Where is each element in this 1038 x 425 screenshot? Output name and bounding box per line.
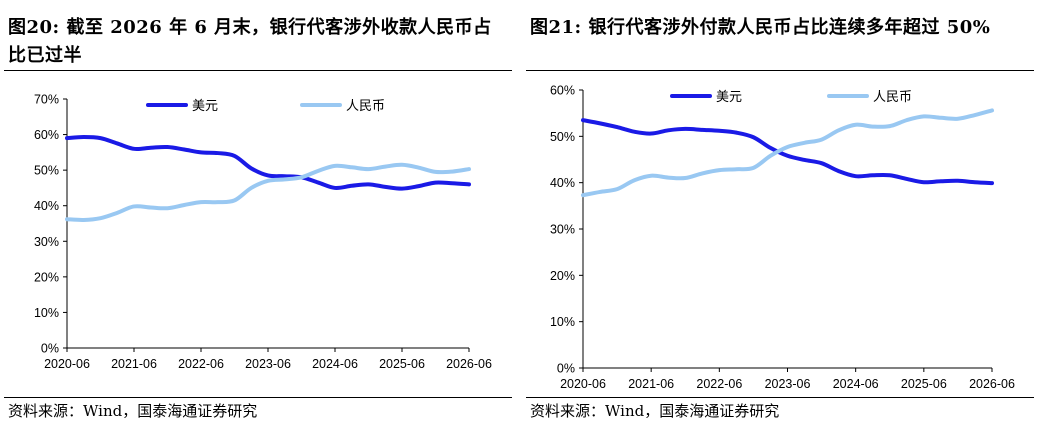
series-line-1 xyxy=(65,162,471,222)
y-tick-label: 0% xyxy=(557,362,575,376)
right-source-rule xyxy=(526,397,1034,398)
y-tick-label: 60% xyxy=(34,128,59,142)
y-tick-label: 20% xyxy=(550,269,575,283)
right-chart-panel: 图21: 银行代客涉外付款人民币占比连续多年超过 50% 0% 10% 20% 30%… xyxy=(522,0,1038,425)
left-source-rule xyxy=(4,397,512,398)
y-tick-label: 50% xyxy=(550,130,575,144)
left-chart-title: 图20: 截至 2026 年 6 月末，银行代客涉外收款人民币占比已过半 xyxy=(8,17,492,66)
x-tick-label: 2026-06 xyxy=(969,377,1015,391)
x-tick-label: 2022-06 xyxy=(178,357,224,371)
y-tick-label: 20% xyxy=(34,270,59,284)
y-tick-label: 50% xyxy=(34,164,59,178)
y-tick-label: 10% xyxy=(34,306,59,320)
right-title-rule xyxy=(526,70,1034,71)
x-tick-label: 2025-06 xyxy=(379,357,425,371)
series-line-1 xyxy=(581,108,994,198)
left-chart-panel: 图20: 截至 2026 年 6 月末，银行代客涉外收款人民币占比已过半 0% 1… xyxy=(0,0,516,425)
left-line-chart: 0% 10% 20% 30% 40% 50% 60% 70% 2020-06 2021-06 202… xyxy=(34,93,492,372)
y-tick-label: 10% xyxy=(550,315,575,329)
series-line-0 xyxy=(65,135,471,191)
legend-label: 美元 xyxy=(716,90,742,105)
x-tick-label: 2026-06 xyxy=(446,357,492,371)
left-title-rule xyxy=(4,70,512,71)
series-line-0 xyxy=(581,118,994,186)
x-tick-label: 2025-06 xyxy=(901,377,947,391)
x-tick-label: 2024-06 xyxy=(833,377,879,391)
right-line-chart: 0% 10% 20% 30% 40% 50% 60% 2020-06 2021-06 2022-0… xyxy=(550,84,1015,392)
x-tick-label: 2023-06 xyxy=(245,357,291,371)
y-tick-label: 30% xyxy=(550,223,575,237)
x-tick-label: 2020-06 xyxy=(560,377,606,391)
right-source-note: 资料来源：Wind，国泰海通证券研究 xyxy=(530,402,780,420)
y-tick-label: 30% xyxy=(34,235,59,249)
x-tick-label: 2020-06 xyxy=(44,357,90,371)
x-tick-label: 2021-06 xyxy=(111,357,157,371)
x-tick-label: 2023-06 xyxy=(765,377,811,391)
y-tick-label: 40% xyxy=(550,176,575,190)
y-tick-label: 0% xyxy=(41,342,59,356)
y-tick-label: 70% xyxy=(34,93,59,107)
y-tick-label: 40% xyxy=(34,199,59,213)
x-tick-label: 2022-06 xyxy=(696,377,742,391)
x-tick-label: 2021-06 xyxy=(628,377,674,391)
x-tick-label: 2024-06 xyxy=(312,357,358,371)
left-source-note: 资料来源：Wind，国泰海通证券研究 xyxy=(8,402,258,420)
right-chart-title: 图21: 银行代客涉外付款人民币占比连续多年超过 50% xyxy=(530,17,991,38)
legend-label: 人民币 xyxy=(346,99,385,114)
legend-label: 美元 xyxy=(192,99,218,114)
legend-label: 人民币 xyxy=(873,90,912,105)
y-tick-label: 60% xyxy=(550,84,575,98)
